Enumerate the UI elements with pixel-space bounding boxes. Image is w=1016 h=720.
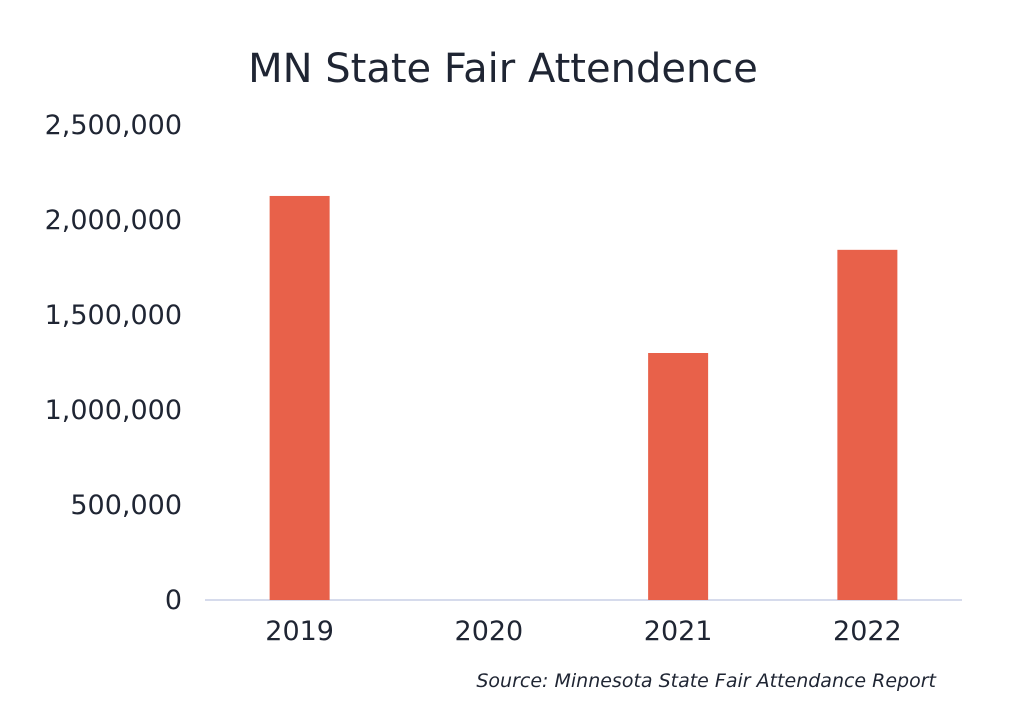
x-tick-label: 2020 — [455, 616, 524, 647]
y-tick-label: 1,000,000 — [45, 395, 182, 426]
y-tick-label: 1,500,000 — [45, 300, 182, 331]
y-axis-tick-labels: 0 500,000 1,000,000 1,500,000 2,000,000 2,500… — [45, 110, 182, 616]
y-tick-label: 2,500,000 — [45, 110, 182, 141]
y-tick-label: 2,000,000 — [45, 205, 182, 236]
y-tick-label: 0 — [165, 585, 182, 616]
y-tick-label: 500,000 — [70, 490, 182, 521]
source-note: Source: Minnesota State Fair Attendance … — [476, 670, 937, 692]
chart-title: MN State Fair Attendence — [248, 46, 758, 92]
x-tick-label: 2019 — [265, 616, 334, 647]
bar — [837, 249, 898, 600]
x-tick-label: 2021 — [644, 616, 713, 647]
bar — [648, 353, 709, 600]
x-axis-tick-labels: 2019 2020 2021 2022 — [265, 616, 901, 647]
bars — [269, 195, 898, 600]
bar — [269, 195, 330, 600]
x-tick-label: 2022 — [833, 616, 902, 647]
